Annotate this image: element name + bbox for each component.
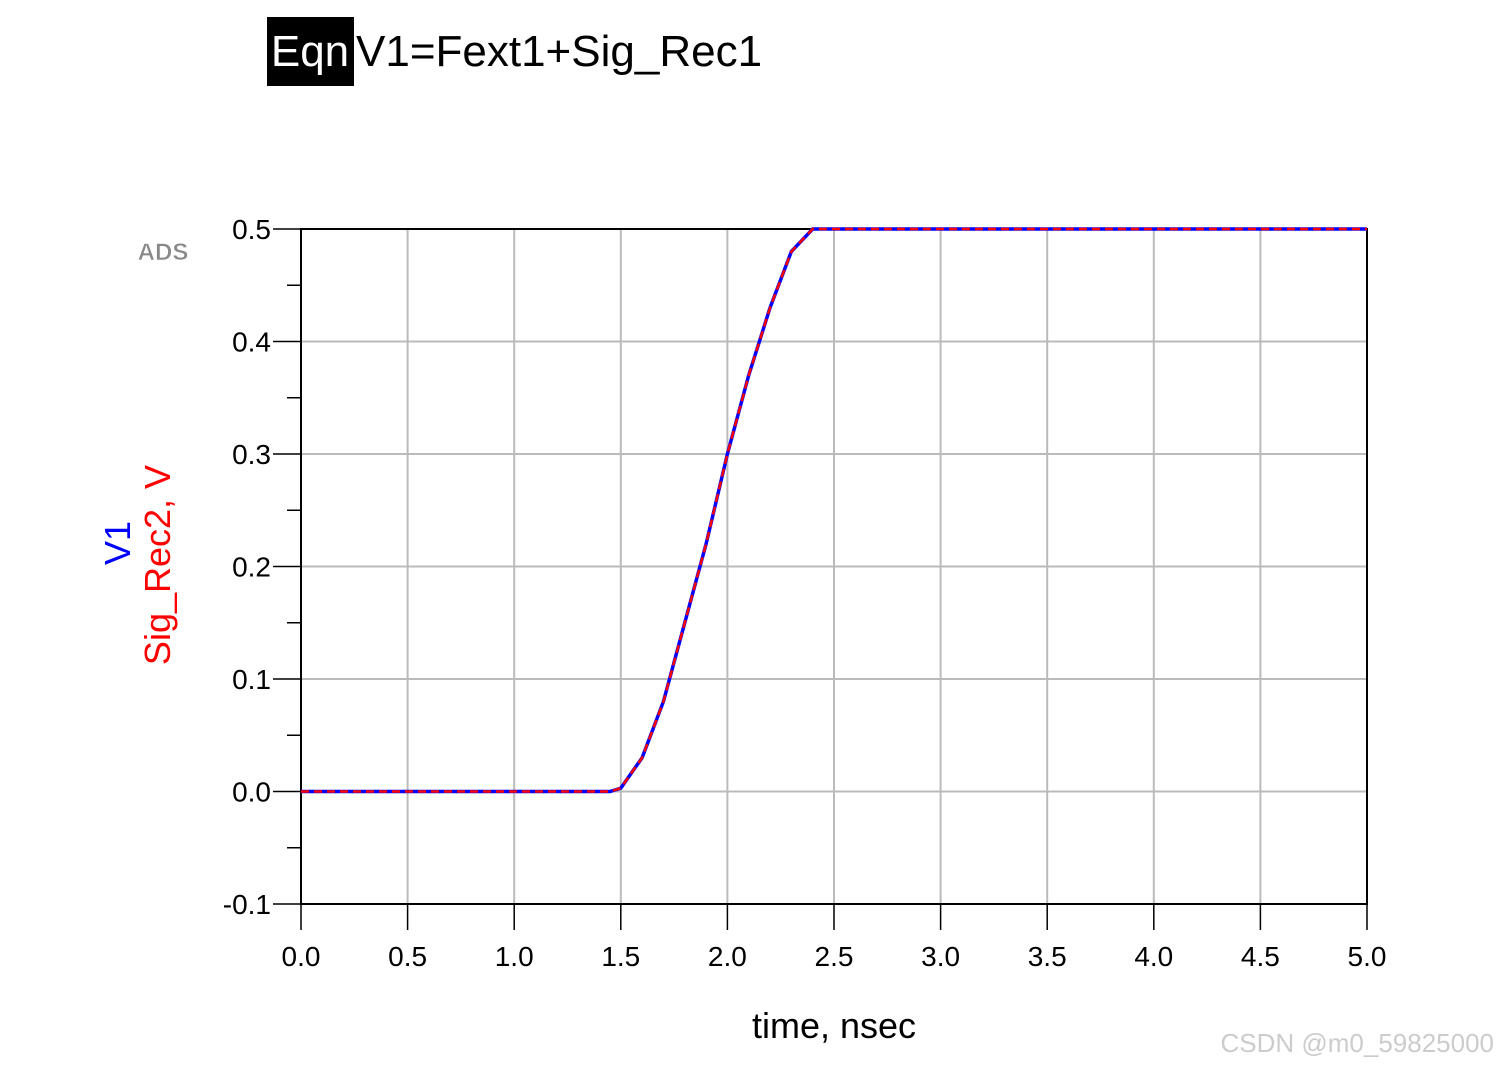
y-tick-label: 0.5 bbox=[232, 214, 271, 245]
logo: ADS bbox=[138, 239, 189, 266]
y-tick-label: 0.3 bbox=[232, 439, 271, 470]
x-tick-label: 3.5 bbox=[1028, 941, 1067, 972]
y-axis-legend-label: Sig_Rec2, V bbox=[137, 465, 178, 665]
series-line bbox=[301, 227, 1367, 793]
y-axis-legend-label: V1 bbox=[97, 521, 138, 565]
x-tick-label: 4.0 bbox=[1134, 941, 1173, 972]
y-tick-label: 0.0 bbox=[232, 777, 271, 808]
x-tick-label: 5.0 bbox=[1348, 941, 1387, 972]
x-tick-label: 3.0 bbox=[921, 941, 960, 972]
x-tick-label: 2.0 bbox=[708, 941, 747, 972]
x-axis-label: time, nsec bbox=[752, 1005, 916, 1046]
y-tick-label: 0.4 bbox=[232, 327, 271, 358]
x-tick-label: 1.5 bbox=[601, 941, 640, 972]
chart-title: V1=Fext1+Sig_Rec1 bbox=[356, 27, 762, 76]
watermark: CSDN @m0_59825000 bbox=[1220, 1028, 1494, 1058]
eqn-tag: Eqn bbox=[271, 27, 349, 76]
x-tick-label: 4.5 bbox=[1241, 941, 1280, 972]
x-tick-label: 1.0 bbox=[495, 941, 534, 972]
eqn-tag-box bbox=[267, 17, 354, 86]
x-tick-label: 2.5 bbox=[815, 941, 854, 972]
y-tick-label: 0.2 bbox=[232, 552, 271, 583]
x-tick-label: 0.5 bbox=[388, 941, 427, 972]
y-tick-label: 0.1 bbox=[232, 664, 271, 695]
y-tick-label: -0.1 bbox=[223, 889, 271, 920]
x-tick-label: 0.0 bbox=[282, 941, 321, 972]
